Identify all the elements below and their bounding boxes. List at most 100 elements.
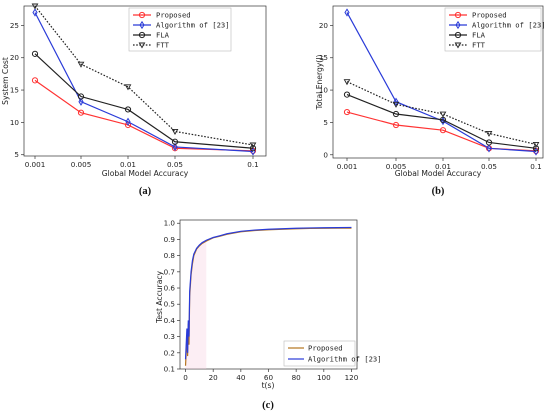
a-legend-marker [138, 31, 146, 39]
b-legend-label: Algorithm of [23] [472, 21, 546, 30]
a-data-point [32, 8, 38, 17]
b-data-point [392, 101, 400, 108]
a-data-point [124, 84, 132, 91]
c-ytick-label: 0.1 [164, 365, 175, 374]
a-data-point [172, 142, 178, 152]
a-ytick-label: 15 [10, 86, 19, 95]
c-xtick-label: 120 [345, 373, 359, 382]
b-data-point [344, 8, 350, 17]
a-data-point [77, 93, 85, 100]
a-ytick-label: 25 [10, 21, 19, 30]
a-ytick-label: 5 [14, 150, 19, 159]
c-xtick-label: 80 [292, 373, 302, 382]
b-xtick-label: 0.005 [386, 162, 407, 171]
b-xtick-label: 0.001 [337, 162, 358, 171]
a-ytick-label: 20 [10, 53, 20, 62]
c-legend-box [283, 340, 356, 367]
b-series-line [346, 12, 537, 153]
a-data-point [171, 128, 179, 135]
a-xtick-label: 0.01 [120, 160, 136, 169]
b-series-line [346, 94, 537, 149]
c-series-line [184, 226, 352, 360]
b-legend-marker [454, 42, 462, 49]
panel-c-ylabel: Test Accuracy [155, 270, 164, 324]
a-xtick-label: 0.1 [247, 160, 258, 169]
b-data-point [343, 108, 351, 116]
b-data-point [343, 91, 351, 98]
c-ytick-label: 0.2 [164, 348, 175, 357]
a-legend-label: FLA [156, 31, 170, 40]
a-data-point [249, 142, 257, 149]
b-data-point [393, 97, 399, 106]
b-data-point [439, 127, 447, 134]
c-legend-label: Proposed [308, 344, 343, 353]
panel-a-xlabel: Global Model Accuracy [102, 169, 189, 178]
b-ytick-label: 20 [319, 21, 329, 30]
panel-b-xlabel: Global Model Accuracy [395, 169, 482, 178]
b-ytick-label: 0 [323, 150, 328, 159]
c-ytick-label: 0.7 [164, 267, 175, 276]
b-data-point [485, 139, 493, 146]
caption-b: (b) [432, 186, 445, 197]
b-xtick-label: 0.1 [530, 162, 541, 171]
c-ytick-label: 0.5 [164, 300, 175, 309]
panel-a: 5 10 15 20 25 0.001 0.005 0.01 0.05 0.1 Proposed… [1, 3, 267, 197]
panel-c-xlabel: t(s) [262, 381, 275, 390]
b-xtick-label: 0.01 [435, 162, 451, 171]
a-series-line [34, 53, 254, 149]
b-data-point [392, 121, 400, 129]
a-data-point [77, 61, 85, 68]
a-data-point [249, 145, 257, 152]
b-data-point [532, 145, 540, 152]
a-xtick-label: 0.05 [167, 160, 183, 169]
caption-a: (a) [139, 186, 152, 197]
a-series-line [34, 5, 254, 146]
b-data-point [486, 144, 492, 153]
c-ytick-label: 0.3 [164, 332, 175, 341]
b-data-point [485, 130, 493, 137]
b-legend-marker [454, 11, 462, 19]
b-ytick-label: 10 [319, 86, 329, 95]
a-data-point [77, 109, 85, 116]
b-data-point [532, 141, 540, 148]
panel-c: 0.1 0.2 0.3 0.4 0.5 0.6 0.7 0.8 0.9 1.0 0 20 40 60 80… [155, 219, 382, 411]
b-data-point [439, 111, 447, 118]
c-ramp-shading [185, 241, 207, 369]
a-legend-box [128, 7, 232, 52]
a-data-point [78, 97, 84, 106]
a-series-line [34, 12, 254, 153]
a-data-point [171, 138, 179, 145]
a-data-point [31, 77, 39, 84]
a-legend-label: Algorithm of [23] [156, 21, 230, 30]
c-ytick-label: 0.9 [164, 235, 176, 244]
b-legend-marker [455, 20, 461, 30]
panel-b-ylabel: Total Energy(J) [315, 55, 324, 111]
a-legend-marker [139, 20, 145, 30]
b-ytick-label: 15 [319, 53, 328, 62]
caption-c: (c) [262, 400, 274, 411]
c-xtick-label: 60 [264, 373, 274, 382]
b-legend-marker [454, 31, 462, 39]
b-legend-label: Proposed [472, 11, 507, 20]
a-xtick-label: 0.001 [25, 160, 46, 169]
c-xtick-label: 40 [236, 373, 246, 382]
a-data-point [31, 50, 39, 57]
b-legend-label: FLA [472, 31, 486, 40]
b-xtick-label: 0.05 [481, 162, 497, 171]
a-data-point [124, 106, 132, 113]
c-xtick-label: 0 [183, 373, 188, 382]
b-series-line [346, 81, 537, 146]
a-legend-marker [138, 11, 146, 19]
b-data-point [392, 110, 400, 118]
c-ytick-label: 0.6 [164, 284, 176, 293]
panel-a-ylabel: System Cost [1, 57, 10, 105]
panel-b: 0 5 10 15 20 0.001 0.005 0.01 0.05 0.1 ProposedA… [315, 5, 546, 197]
a-legend-label: Proposed [156, 11, 191, 20]
c-ytick-label: 0.8 [164, 251, 176, 260]
a-legend-marker [138, 42, 146, 49]
b-data-point [343, 79, 351, 86]
a-data-point [125, 117, 131, 126]
a-xtick-label: 0.005 [71, 160, 92, 169]
c-ytick-label: 0.4 [164, 316, 176, 325]
